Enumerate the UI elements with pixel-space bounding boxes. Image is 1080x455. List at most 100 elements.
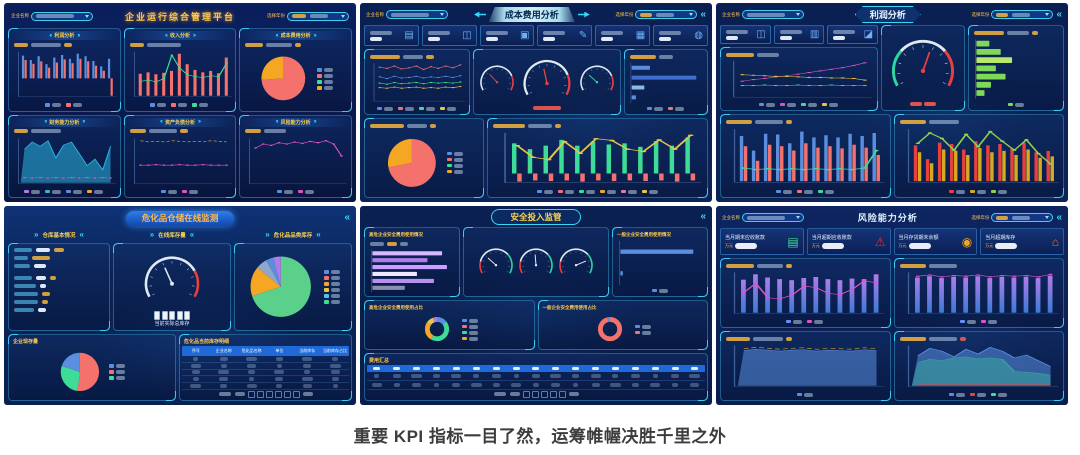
table-row — [367, 372, 705, 381]
profit-bar-chart — [11, 49, 118, 102]
year-select[interactable]: 选择年份 — [971, 213, 1054, 222]
exit-icon[interactable]: « — [1056, 211, 1063, 223]
legend-item — [822, 102, 839, 107]
legend-item — [1007, 102, 1025, 107]
legend-item — [447, 169, 464, 174]
subpanel-financial-capability: ‹‹ 财务能力分析 ›› — [7, 114, 121, 198]
legend-item — [377, 106, 394, 111]
company-select-label: 企业名称 — [722, 214, 740, 220]
company-select-box[interactable] — [386, 10, 448, 19]
legend-item — [24, 189, 41, 194]
kpi-card-row: ▤ ◫ ▣ ✎ ▦ ◍ — [364, 25, 708, 46]
kpi-label: 当月超期库存 — [985, 235, 1016, 242]
company-select-box[interactable] — [31, 11, 93, 21]
company-select-box[interactable] — [742, 213, 804, 222]
coin-icon: ◉ — [961, 234, 973, 249]
legend-item — [316, 67, 334, 72]
legend-item — [324, 282, 341, 286]
chevron-down-icon — [689, 13, 694, 16]
alert-bell-icon: ⚠ — [874, 234, 886, 249]
panel5-header: 安全投入监管 « — [364, 209, 708, 225]
table-row — [182, 356, 349, 363]
chart-legend — [723, 391, 888, 398]
chevron-left-icon: ‹‹ — [44, 119, 47, 125]
legend-item — [461, 318, 479, 323]
expense-monthly-card — [487, 118, 708, 198]
chart-legend — [971, 101, 1061, 108]
legend-item — [419, 106, 436, 111]
chart-legend — [490, 188, 705, 195]
panel1-chart-grid: ‹‹ 利润分析 ›› ‹‹ 收入分析 ›› ‹‹ 成本费用分析 ›› ‹‹ 财务能力分析 ›› — [7, 28, 352, 198]
page-title: 企业运行综合管理平台 — [124, 11, 235, 22]
subpanel-profit-analysis: ‹‹ 利润分析 ›› — [7, 28, 121, 112]
company-select-box[interactable] — [742, 10, 804, 19]
exit-icon[interactable]: « — [700, 8, 707, 20]
year-select-box[interactable] — [991, 10, 1054, 19]
legend-item — [536, 189, 554, 194]
inventory-detail-table-card: 危化品当前库存明细 序号 企业名称 危化品名称 单位 当前库存 当前库存占比 — [179, 334, 352, 401]
page-title: 危化品仓储在线监测 — [125, 210, 235, 226]
kpi-card: ◫ — [421, 25, 477, 46]
year-select-box[interactable] — [991, 213, 1054, 222]
company-select[interactable]: 企业名称 — [722, 10, 804, 19]
arrow-decoration-icon — [577, 11, 590, 18]
panel-enterprise-platform: 企业名称 企业运行综合管理平台 选择年份 ‹‹ 利润分析 ›› ‹‹ 收入分析 ›› — [4, 3, 356, 202]
pagination[interactable] — [367, 390, 705, 398]
year-select[interactable]: 选择年份 — [267, 11, 349, 21]
table-row — [182, 370, 349, 377]
legend-item — [651, 288, 669, 293]
finance-area-chart — [11, 136, 118, 189]
cost-gauge-right — [577, 54, 617, 104]
legend-item — [316, 73, 334, 78]
chart-legend — [11, 102, 118, 109]
chevron-right-icon: » — [34, 229, 39, 239]
legend-item — [991, 392, 1008, 397]
subpanel-title: 财务能力分析 — [49, 119, 80, 126]
exit-icon[interactable]: « — [344, 212, 350, 223]
year-select-box[interactable] — [286, 11, 349, 21]
table-header: 序号 企业名称 危化品名称 单位 当前库存 当前库存占比 — [182, 346, 349, 356]
inventory-counter-label: 当前实际总库存 — [154, 321, 190, 327]
safety-gauge-1 — [476, 237, 516, 287]
kpi-card-row: 当月期末应收账款 万元 ▤ 当月超期应收账款 万元 ⚠ 当月存货期末余额 万元 … — [720, 228, 1064, 255]
year-select-box[interactable] — [635, 10, 698, 19]
company-select[interactable]: 企业名称 — [11, 11, 93, 21]
legend-item — [324, 276, 341, 280]
income-bar-line-chart — [127, 49, 234, 102]
company-select-label: 企业名称 — [722, 11, 740, 17]
chart-legend — [460, 318, 481, 341]
legend-item — [817, 189, 835, 194]
page-title: 安全投入监管 — [491, 209, 581, 225]
company-select[interactable]: 企业名称 — [722, 213, 804, 222]
kpi-value-pill — [821, 242, 844, 249]
general-share-card: 一般企业安全费用使用占比 — [537, 300, 708, 350]
pagination[interactable] — [182, 390, 349, 398]
subpanel-risk-capability: ‹‹ 风险能力分析 ›› — [239, 114, 352, 198]
kpi-card: ✎ — [537, 25, 593, 46]
table-title: 费用汇总 — [369, 358, 390, 364]
panel-safety-investment: 安全投入监管 « 高危企业安全费用使用情况 一般企业安全费用使用情况 — [360, 206, 712, 405]
chart-legend — [127, 188, 234, 195]
exit-icon[interactable]: « — [1056, 8, 1063, 20]
legend-item — [949, 392, 966, 397]
kpi-unit: 万元 — [898, 242, 907, 248]
exit-icon[interactable]: « — [700, 211, 706, 222]
overdue-area-chart — [723, 343, 888, 391]
balance-line-chart — [127, 136, 234, 189]
year-select[interactable]: 选择年份 — [971, 10, 1054, 19]
chevron-left-icon: ‹‹ — [159, 119, 163, 125]
chevron-down-icon — [1045, 13, 1050, 16]
profit-compare-card-1 — [720, 114, 891, 198]
chart-legend — [633, 324, 654, 335]
legend-item — [635, 330, 652, 335]
company-select[interactable]: 企业名称 — [366, 10, 448, 19]
panel4-header: 危化品仓储在线监测 « — [8, 210, 352, 226]
subpanel-asset-liability: ‹‹ 资产负债分析 ›› — [123, 114, 237, 198]
table-row — [182, 363, 349, 370]
legend-item — [461, 330, 479, 335]
company-stock-pie-chart — [56, 348, 104, 396]
panel-hazmat-storage-monitoring: 危化品仓储在线监测 « » 仓库基本情况 « » 在线库存量 « » 危化品品类库存 « — [4, 206, 356, 405]
general-hbar-chart — [615, 239, 705, 287]
year-select[interactable]: 选择年份 — [615, 10, 698, 19]
